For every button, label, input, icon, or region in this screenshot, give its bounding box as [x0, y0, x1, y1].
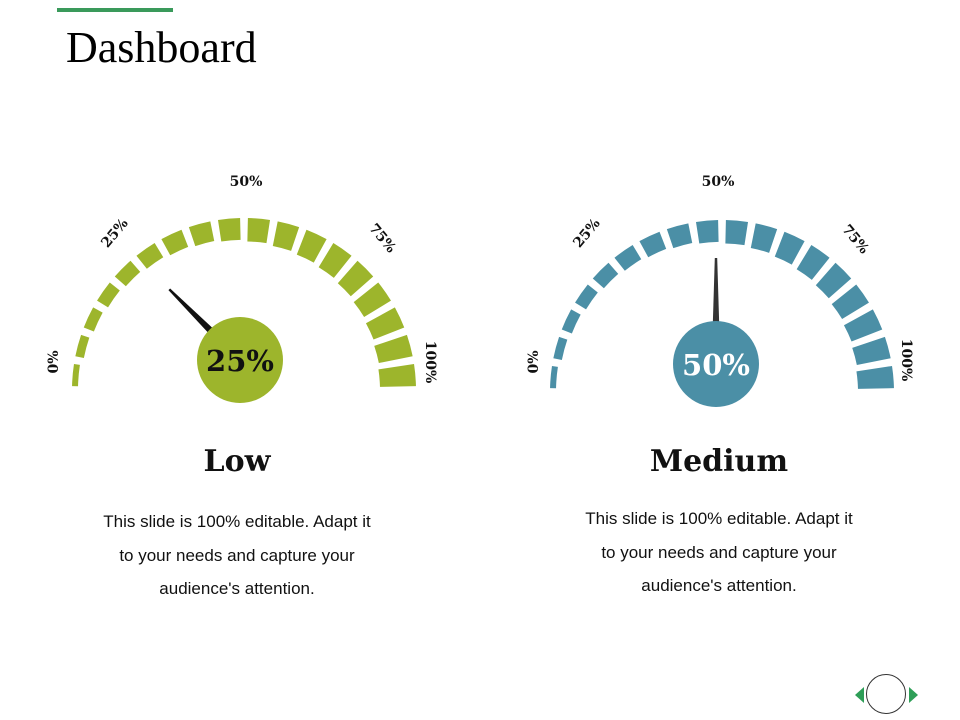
gauge-low-tick-0: 0%	[46, 350, 62, 373]
page-title: Dashboard	[66, 23, 257, 72]
gauge-segment	[561, 309, 581, 334]
gauge-segment	[750, 223, 778, 253]
gauge-segment	[774, 231, 805, 265]
gauge-segment	[272, 221, 300, 251]
gauge-low-tick-25: 25%	[98, 216, 131, 251]
gauge-medium-tick-0: 0%	[526, 350, 542, 373]
gauge-low-segments	[72, 218, 416, 387]
triangle-right-icon[interactable]	[909, 687, 918, 703]
gauge-low-description: This slide is 100% editable. Adapt it to…	[103, 512, 371, 598]
gauge-low-hub	[197, 317, 283, 403]
gauge-segment	[114, 260, 141, 287]
gauge-low-title: Low	[203, 444, 271, 479]
gauge-low-value-label: 25%	[206, 344, 274, 378]
gauge-low-needle	[168, 288, 213, 333]
gauge-segment	[365, 307, 405, 340]
gauge-medium-description: This slide is 100% editable. Adapt it to…	[585, 509, 853, 595]
gauge-segment	[374, 334, 413, 364]
gauge-segment	[831, 284, 869, 319]
gauge-medium-hub	[673, 321, 759, 407]
gauge-segment	[592, 262, 619, 289]
gauge-segment	[856, 365, 894, 389]
gauge-segment	[353, 282, 391, 317]
gauge-segment	[575, 284, 598, 310]
gauge-segment	[553, 336, 568, 361]
title-accent-bar	[57, 8, 173, 12]
gauge-medium: 50% 0% 25% 50% 75% 100%	[518, 160, 918, 407]
gauge-low-tick-100: 100%	[422, 341, 438, 384]
gauge-segment	[843, 309, 883, 342]
gauge-medium-needle	[712, 258, 720, 324]
gauge-medium-tick-75: 75%	[838, 222, 871, 257]
gauge-segment	[695, 220, 719, 244]
gauge-segment	[188, 221, 215, 247]
gauge-segment	[318, 243, 352, 278]
gauge-segment	[97, 282, 120, 308]
gauge-segment	[337, 260, 374, 297]
gauge-low-svg: 25% 0% 25% 50% 75% 100%	[46, 174, 438, 403]
gauge-medium-tick-50: 50%	[702, 174, 735, 190]
gauge-segment	[852, 336, 891, 366]
gauge-medium-segments	[550, 220, 894, 389]
triangle-left-icon[interactable]	[855, 687, 864, 703]
gauge-segment	[296, 229, 327, 263]
gauge-segment	[796, 245, 830, 280]
slide-navigation	[855, 672, 921, 716]
gauge-medium-tick-25: 25%	[570, 216, 603, 251]
gauge-segment	[550, 365, 558, 389]
gauge-medium-title: Medium	[649, 444, 789, 479]
gauge-segment	[72, 363, 80, 387]
gauge-low: 25% 0% 25% 50% 75% 100%	[44, 160, 444, 403]
gauge-segment	[217, 218, 241, 242]
gauge-segment	[83, 307, 103, 332]
gauge-segment	[378, 363, 416, 387]
gauge-low-tick-75: 75%	[365, 221, 398, 256]
gauge-segment	[725, 220, 749, 246]
gauge-segment	[666, 223, 693, 249]
gauge-low-tick-50: 50%	[230, 174, 263, 190]
gauge-medium-value-label: 50%	[682, 348, 750, 382]
gauge-segment	[815, 262, 852, 299]
gauge-medium-tick-100: 100%	[898, 339, 914, 382]
gauge-medium-svg: 50% 0% 25% 50% 75% 100%	[526, 174, 914, 407]
gauge-segment	[614, 245, 642, 271]
gauge-segment	[247, 218, 271, 244]
gauge-segment	[136, 243, 164, 269]
gauge-segment	[639, 231, 667, 258]
gauge-segment	[75, 334, 90, 359]
gauge-segment	[161, 229, 189, 256]
circle-icon[interactable]	[866, 674, 906, 714]
